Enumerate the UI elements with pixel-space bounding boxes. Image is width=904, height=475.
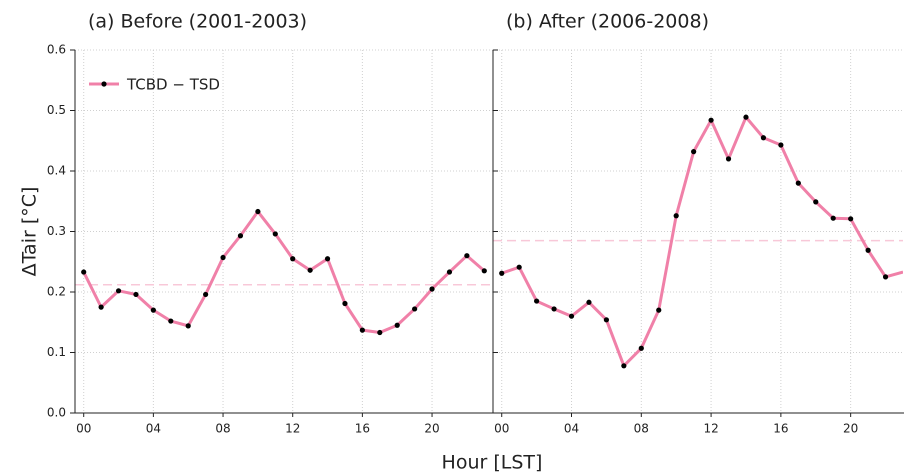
point bbox=[865, 247, 871, 253]
point bbox=[603, 317, 610, 323]
point bbox=[464, 253, 470, 259]
point bbox=[98, 304, 104, 310]
y-tick-label: 0.3 bbox=[47, 224, 66, 238]
point bbox=[133, 291, 139, 298]
point bbox=[621, 363, 627, 369]
point bbox=[446, 269, 453, 275]
point bbox=[830, 215, 836, 221]
point bbox=[813, 199, 819, 205]
point bbox=[638, 345, 644, 351]
x-tick-label: 20 bbox=[843, 422, 858, 436]
point bbox=[150, 307, 156, 313]
point bbox=[377, 329, 383, 336]
point bbox=[778, 142, 784, 148]
point bbox=[237, 233, 244, 239]
point bbox=[499, 270, 505, 276]
point bbox=[429, 286, 435, 292]
point bbox=[551, 306, 557, 312]
point bbox=[534, 298, 540, 304]
point bbox=[760, 135, 767, 141]
point bbox=[115, 288, 122, 294]
point bbox=[568, 313, 575, 319]
point bbox=[185, 323, 191, 329]
x-axis-label: Hour [LST] bbox=[442, 452, 543, 474]
point bbox=[168, 318, 174, 324]
point bbox=[882, 274, 889, 280]
point bbox=[342, 300, 348, 307]
legend-label: TCBD − TSD bbox=[126, 76, 220, 94]
point bbox=[743, 114, 749, 120]
point bbox=[394, 322, 400, 328]
y-axis-label: ΔTair [°C] bbox=[19, 187, 41, 277]
x-tick-label: 04 bbox=[564, 422, 579, 436]
y-tick-label: 0.0 bbox=[47, 406, 66, 420]
point bbox=[656, 307, 662, 313]
point bbox=[290, 256, 296, 262]
x-tick-label: 08 bbox=[634, 422, 649, 436]
x-tick-label: 12 bbox=[703, 422, 718, 436]
x-tick-label: 20 bbox=[424, 422, 439, 436]
point bbox=[324, 256, 331, 262]
point bbox=[220, 254, 226, 261]
point bbox=[586, 299, 592, 305]
x-tick-label: 16 bbox=[355, 422, 370, 436]
point bbox=[203, 291, 209, 298]
series-line bbox=[82, 210, 486, 335]
point bbox=[255, 208, 261, 215]
x-tick-label: 00 bbox=[494, 422, 509, 436]
panel-title: (b) After (2006-2008) bbox=[506, 11, 709, 33]
x-tick-label: 16 bbox=[773, 422, 788, 436]
point bbox=[848, 216, 854, 222]
point bbox=[725, 156, 732, 162]
point bbox=[708, 117, 714, 123]
point bbox=[272, 231, 278, 237]
x-tick-label: 04 bbox=[146, 422, 161, 436]
x-tick-label: 00 bbox=[76, 422, 91, 436]
point bbox=[691, 149, 697, 155]
y-tick-label: 0.5 bbox=[47, 103, 66, 117]
x-tick-label: 12 bbox=[285, 422, 300, 436]
panel-title: (a) Before (2001-2003) bbox=[88, 11, 307, 33]
point bbox=[412, 306, 418, 312]
point bbox=[795, 180, 801, 186]
y-tick-label: 0.4 bbox=[47, 164, 66, 178]
series-line bbox=[501, 115, 903, 368]
point bbox=[481, 268, 487, 274]
y-tick-label: 0.6 bbox=[47, 43, 66, 57]
point bbox=[673, 213, 679, 219]
y-tick-label: 0.1 bbox=[47, 345, 66, 359]
point bbox=[516, 264, 522, 270]
y-tick-label: 0.2 bbox=[47, 285, 66, 299]
legend-marker bbox=[101, 81, 107, 87]
point bbox=[81, 269, 87, 275]
point bbox=[359, 327, 365, 333]
point bbox=[307, 267, 313, 273]
x-tick-label: 08 bbox=[215, 422, 230, 436]
